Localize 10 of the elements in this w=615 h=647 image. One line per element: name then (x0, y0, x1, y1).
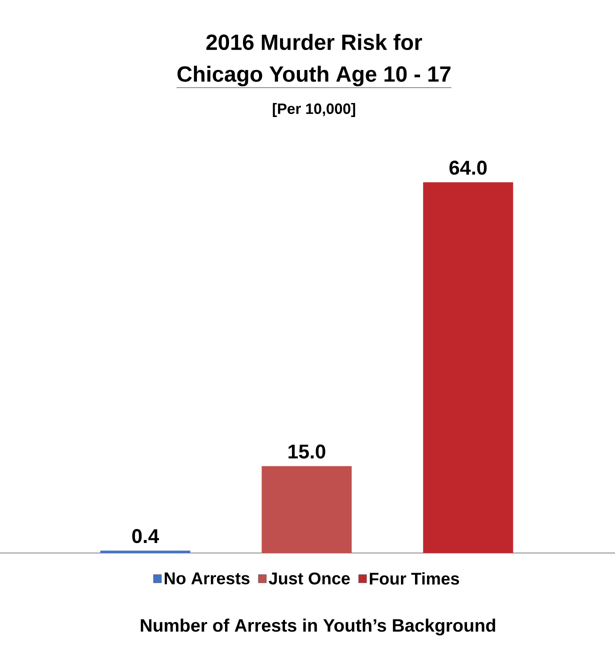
chart-subtitle: Chicago Youth Age 10 - 17 (177, 66, 450, 86)
x-axis-title: Number of Arrests in Youth’s Background (140, 618, 496, 636)
chart-title: 2016 Murder Risk for (206, 34, 422, 50)
legend-label: No Arrests (164, 572, 250, 584)
legend-label: Just Once (268, 572, 350, 584)
legend-label: Four Times (370, 572, 460, 585)
data-label: 0.4 (132, 529, 160, 544)
data-label: 64.0 (449, 160, 487, 175)
text: [Per 10,000] (272, 103, 356, 117)
data-label: 15.0 (288, 444, 326, 459)
